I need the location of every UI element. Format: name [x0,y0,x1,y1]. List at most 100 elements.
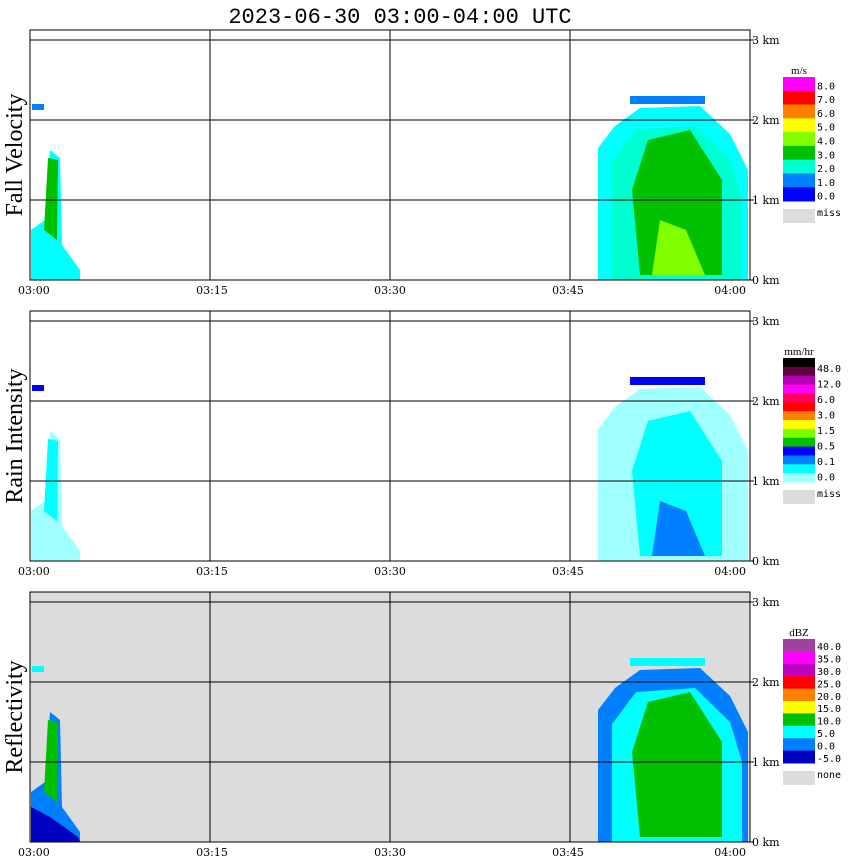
early-echo-base [31,807,80,842]
early-echo-top [32,104,44,110]
colorbar-swatch [783,375,815,386]
x-tick-label: 03:15 [196,565,228,578]
colorbar-swatch [783,90,815,106]
x-tick-label: 03:00 [18,846,50,859]
echo-top-band [630,658,705,666]
y-tick-label: 3 km [752,596,780,609]
colorbar-swatch [783,428,815,439]
echo-core [632,411,722,556]
colorbar: dBZ 40.0 35.030.025.0 20.015.0 10.05.00.0 -5.… [783,627,841,785]
x-tick-label: 04:00 [714,284,746,297]
colorbar-label: -5.0 [817,754,841,765]
colorbar-swatch [783,437,815,448]
y-tick-label: 0 km [752,836,780,849]
colorbar-swatch [783,464,815,474]
chart-title: 2023-06-30 03:00-04:00 UTC [228,5,571,30]
colorbar-missing-label: none [817,770,841,781]
colorbar-label: 15.0 [817,704,841,715]
x-tick-label: 04:00 [714,565,746,578]
early-echo-top [32,666,44,672]
colorbar-label: 8.0 [817,81,835,92]
x-tick-label: 03:30 [374,284,406,297]
early-echo-core [44,439,58,521]
colorbar-swatch [783,411,815,421]
colorbar-swatch [783,118,815,133]
echo-hot [652,782,705,837]
panel-2: 0 km 1 km 2 km 3 km 03:00 03:15 03:30 03:45 04:0… [2,310,841,578]
y-tick-label: 3 km [752,315,780,328]
colorbar-label: 5.0 [817,729,835,740]
colorbar-swatch [783,366,815,377]
colorbar-swatch [783,173,815,188]
panels: 0 km 1 km 2 km 3 km 03:00 03:15 03:30 03:45 04:0… [2,29,841,859]
colorbar-swatch [783,384,815,394]
y-tick-label: 0 km [752,274,780,287]
colorbar-label: 0.0 [817,192,835,203]
storm-echo [598,96,748,280]
colorbar-label: 5.0 [817,123,835,134]
colorbar-missing-swatch [783,490,815,504]
colorbar-swatch [783,159,815,174]
colorbar-label: 3.0 [817,150,835,161]
x-tick-label: 03:00 [18,565,50,578]
plot-frame [29,591,751,843]
colorbar-label: 30.0 [817,667,841,678]
colorbar-swatch [783,77,815,92]
colorbar-unit: dBZ [789,627,809,639]
x-tick-label: 04:00 [714,846,746,859]
echo-core [632,692,722,837]
colorbar-label: 40.0 [817,642,841,653]
plot-frame [29,310,751,562]
y-tick-label: 1 km [752,756,780,769]
early-echo [31,666,80,842]
colorbar-label: 20.0 [817,692,841,703]
colorbar-swatch [783,639,815,652]
colorbar-swatch [783,651,815,665]
colorbar-label: 1.5 [817,426,835,437]
x-tick-label: 03:45 [552,846,584,859]
early-echo-top [32,385,44,391]
colorbar-swatch [783,393,815,403]
colorbar-label: 0.0 [817,741,835,752]
colorbar-swatch [783,750,815,764]
colorbar-label: 35.0 [817,655,841,666]
colorbar-label: 0.1 [817,457,835,468]
colorbar-label: 12.0 [817,379,841,390]
panel-3: 0 km 1 km 2 km 3 km 03:00 03:15 03:30 03:45 04:0… [2,591,841,859]
plot-frame [29,29,751,281]
y-tick-label: 2 km [752,114,780,127]
colorbar-swatch [783,187,815,202]
echo-hot [652,501,705,556]
colorbar-label: 0.0 [817,472,835,483]
colorbar-unit: mm/hr [784,346,814,358]
storm-echo [598,658,748,842]
colorbar-label: 3.0 [817,410,835,421]
colorbar-swatch [783,676,815,690]
colorbar-swatch [783,402,815,412]
early-echo-core [44,720,58,802]
colorbar-swatch [783,701,815,714]
colorbar-label: 0.5 [817,441,835,452]
panel-ylabel: Fall Velocity [2,94,28,217]
early-echo [31,385,80,561]
grid [30,592,750,842]
colorbar-label: 25.0 [817,679,841,690]
colorbar-label: 4.0 [817,137,835,148]
colorbar: m/s 8.0 7.0 6.0 5.0 4.0 3.0 2.0 1.0 0.0 miss [783,65,841,223]
colorbar-label: 6.0 [817,109,835,120]
colorbar-label: 7.0 [817,95,835,106]
colorbar-label: 6.0 [817,395,835,406]
colorbar-swatch [783,358,815,368]
panel-ylabel: Rain Intensity [2,368,28,503]
colorbar-swatch [783,713,815,727]
colorbar-swatch [783,420,815,430]
y-tick-label: 2 km [752,395,780,408]
early-echo-core [44,158,58,240]
x-tick-label: 03:15 [196,284,228,297]
x-tick-label: 03:45 [552,284,584,297]
colorbar-missing-label: miss [817,208,841,219]
grid [30,30,750,280]
colorbar-swatch [783,455,815,465]
panel-1: 0 km 1 km 2 km 3 km 03:00 03:15 03:30 03:45 04:0… [2,29,841,297]
